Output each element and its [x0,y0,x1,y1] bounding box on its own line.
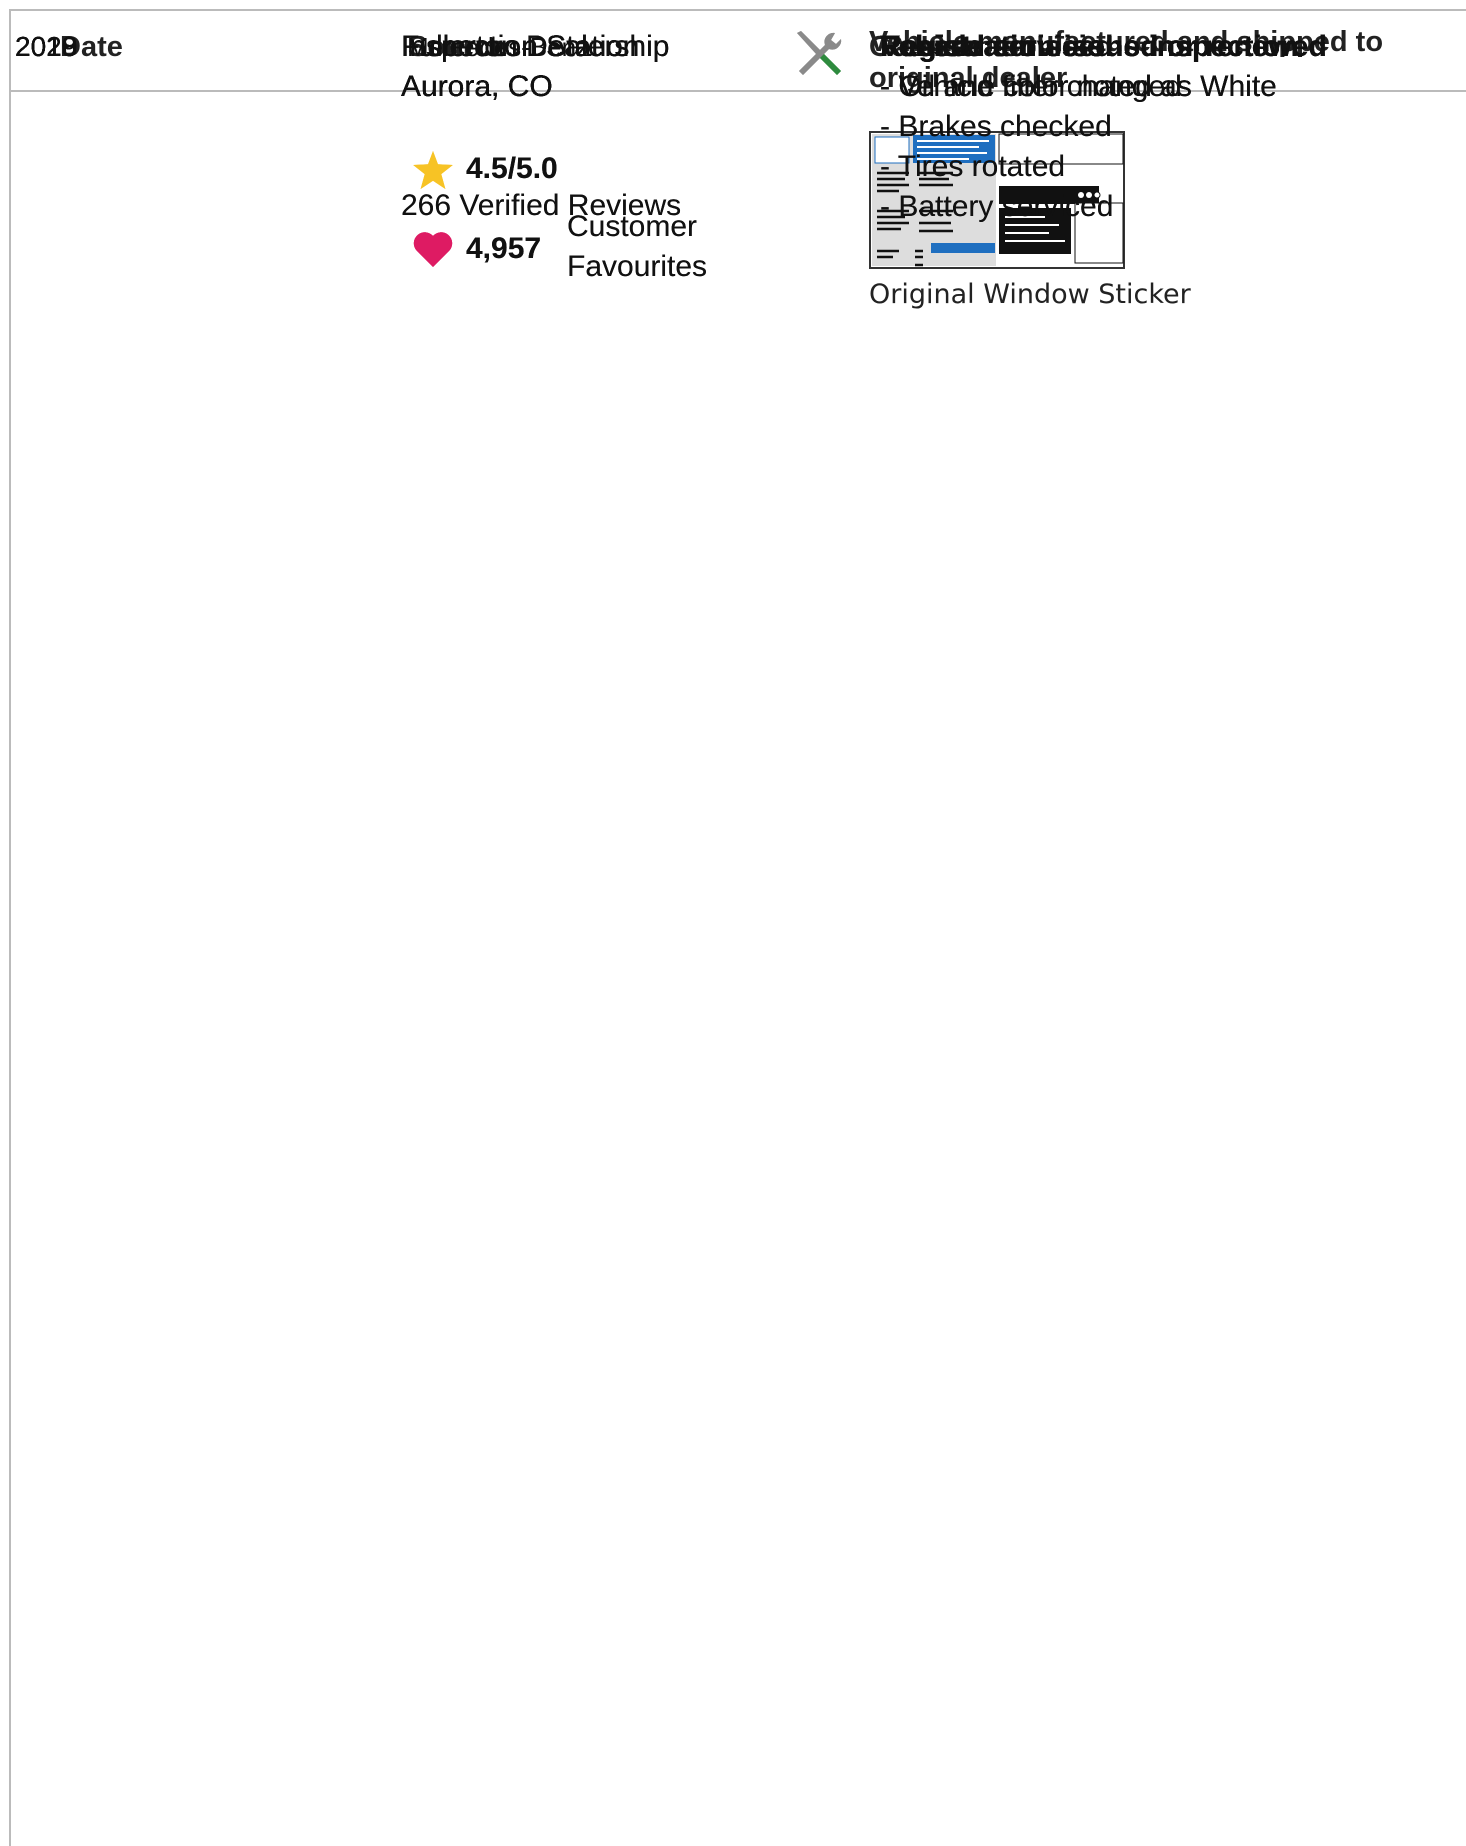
date: 2020 [15,27,77,67]
comment-detail: - Battery serviced [880,187,1113,227]
favourites: 4,957 [466,229,541,269]
comment-detail: - Vehicle color noted as White [880,67,1277,107]
sticker-caption: Original Window Sticker [869,275,1191,315]
page: Vehicle History {"table": { "headers": [… [0,0,1466,1846]
heart-box [413,231,453,278]
service-icon [791,27,845,81]
body: Date Source Comments 2018Mercedes-BenzVe… [0,0,1466,1846]
source-line: Inspection Station [401,27,640,67]
screwdriver-handle [819,53,841,75]
star [413,151,453,189]
service-icon-box [791,27,845,92]
rating: 4.5/5.0 [466,149,558,189]
star-icon [413,151,453,189]
comment-detail: - Brakes checked [880,107,1112,147]
comment-detail: - Tires rotated [880,147,1065,187]
sticker-shape [931,243,995,253]
source-line: Aurora, CO [401,67,553,107]
favourites-label: Customer Favourites [567,207,717,287]
heart-icon [413,231,453,267]
screwdriver [797,31,821,55]
comment-title: Passed emissions inspection [880,27,1299,67]
heart [414,232,452,267]
